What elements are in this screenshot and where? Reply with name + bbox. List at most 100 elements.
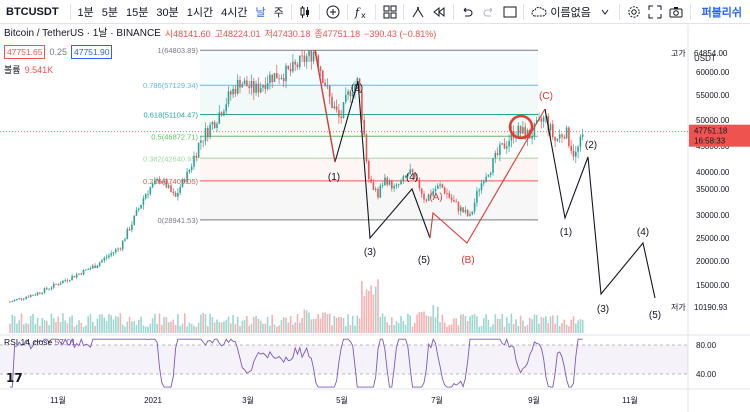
chart-canvas[interactable]: 60000.0055000.0050000.0045000.0040000.00…	[0, 25, 750, 412]
candle-body	[441, 184, 444, 188]
candle-type-icon[interactable]	[295, 0, 316, 24]
volume-bar	[471, 314, 474, 333]
candle-body	[29, 294, 32, 298]
candle-body	[216, 123, 218, 128]
last-price-value: 47751.18	[694, 127, 728, 136]
candle-body	[437, 185, 439, 189]
candle-body	[365, 134, 368, 161]
candle-body	[103, 257, 106, 261]
candle-body	[462, 207, 464, 213]
candle-body	[105, 257, 108, 259]
undo-icon[interactable]	[457, 0, 478, 24]
volume-bar	[476, 316, 478, 333]
candle-body	[296, 64, 299, 68]
volume-bar	[391, 317, 393, 333]
candle-body	[39, 292, 41, 294]
volume-bar	[540, 317, 543, 333]
templates-grid-icon[interactable]	[379, 0, 400, 24]
interval-30m[interactable]: 30분	[156, 6, 179, 19]
chart-area[interactable]: 60000.0055000.0050000.0045000.0040000.00…	[0, 25, 750, 412]
chevron-down-icon[interactable]	[595, 0, 616, 24]
legend-symbol-title[interactable]: Bitcoin / TetherUS · 1날 · BINANCE	[4, 28, 161, 39]
volume-bar	[57, 316, 60, 333]
settings-gear-icon[interactable]	[623, 0, 644, 24]
volume-bar	[62, 313, 64, 333]
volume-bar	[135, 324, 138, 333]
interval-1d[interactable]: 날	[255, 6, 266, 19]
candle-body	[319, 66, 322, 71]
interval-15m[interactable]: 15분	[126, 6, 149, 19]
symbol-search-button[interactable]: BTCUSDT	[6, 5, 59, 18]
volume-bar	[453, 318, 455, 333]
interval-1w[interactable]: 주	[273, 6, 284, 19]
interval-1m[interactable]: 1분	[77, 6, 94, 19]
volume-bar	[271, 314, 273, 333]
candle-body	[384, 177, 386, 186]
volume-bar	[184, 313, 186, 333]
candle-body	[349, 91, 352, 97]
volume-bar	[71, 315, 73, 333]
volume-bar	[69, 317, 71, 333]
volume-bar	[381, 313, 384, 333]
rsi-legend: RSI 14 close 57.01	[4, 337, 76, 347]
candle-body	[255, 83, 257, 93]
volume-bar	[312, 318, 315, 333]
buy-price-box[interactable]: 47751.90	[70, 45, 113, 59]
interval-4h[interactable]: 4시간	[221, 6, 248, 19]
wave-label-corrective: (A)	[429, 192, 442, 203]
save-layout-button[interactable]: 이름없음	[527, 0, 594, 24]
candle-body	[151, 183, 154, 188]
redo-icon[interactable]	[478, 0, 499, 24]
candle-body	[400, 180, 402, 185]
wave-label: (1)	[328, 172, 340, 183]
candle-body	[163, 180, 165, 183]
bar-countdown: 16:58:33	[694, 137, 726, 146]
time-axis-tick: 5월	[336, 395, 348, 405]
volume-bar	[404, 324, 407, 333]
toolbar-divider	[375, 3, 377, 20]
candle-body	[156, 179, 158, 181]
candle-body	[250, 80, 253, 88]
candle-body	[257, 83, 260, 93]
candle-body	[503, 143, 506, 149]
volume-bar	[547, 323, 549, 333]
volume-bar	[209, 313, 211, 333]
alert-icon[interactable]	[407, 0, 428, 24]
volume-bar	[450, 324, 453, 333]
volume-bar	[253, 317, 255, 333]
volume-bar	[575, 323, 577, 333]
candle-body	[227, 91, 230, 105]
layout-icon[interactable]	[499, 0, 520, 24]
sell-price-box[interactable]: 47751.65	[4, 45, 46, 59]
wave-label: (2)	[351, 83, 363, 94]
volume-bar	[259, 320, 262, 333]
publish-button[interactable]: 퍼블리쉬	[701, 6, 743, 19]
candle-body	[13, 299, 16, 302]
interval-5m[interactable]: 5분	[101, 6, 119, 19]
volume-bar	[535, 315, 538, 333]
candle-body	[36, 292, 39, 295]
fib-level-label: 0.618(51104.47)	[144, 110, 199, 119]
tradingview-logo[interactable]: 17	[6, 371, 23, 385]
fib-level-label: 0.5(46872.71)	[151, 132, 198, 141]
volume-bar	[115, 316, 117, 333]
volume-bar	[172, 319, 175, 333]
candle-body	[188, 169, 191, 172]
svg-text:x: x	[361, 11, 366, 19]
price-axis-currency: USDT	[694, 54, 716, 63]
interval-1h[interactable]: 1시간	[186, 6, 214, 19]
candle-body	[354, 85, 356, 94]
fullscreen-icon[interactable]	[644, 0, 665, 24]
candle-body	[41, 292, 43, 294]
price-axis-tick: 40000.00	[696, 168, 730, 177]
legend-change: −390.43 (−0.81%)	[364, 29, 437, 39]
candle-body	[308, 50, 310, 57]
volume-bar	[43, 320, 46, 333]
volume-bar	[322, 312, 324, 333]
replay-icon[interactable]	[429, 0, 450, 24]
snapshot-camera-icon[interactable]	[665, 0, 686, 24]
candle-body	[259, 87, 262, 93]
fib-band	[200, 85, 538, 115]
compare-plus-icon[interactable]	[323, 0, 344, 24]
